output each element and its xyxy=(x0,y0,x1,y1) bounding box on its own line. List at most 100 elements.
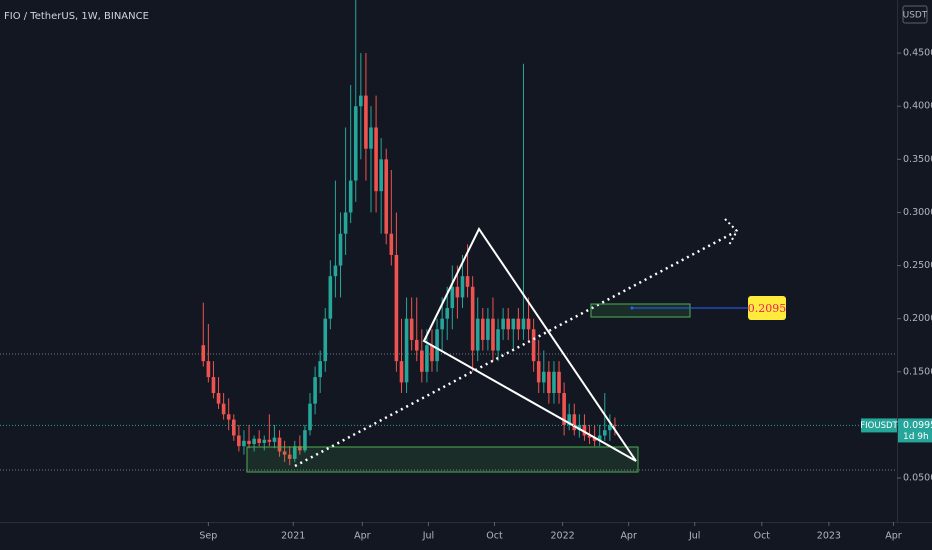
candle-body xyxy=(602,430,607,436)
candle-body xyxy=(440,318,444,330)
candle-body xyxy=(333,265,338,277)
candle-body xyxy=(531,329,536,362)
candle-body xyxy=(226,414,231,420)
candle-body xyxy=(313,377,317,404)
candle-body xyxy=(445,308,450,319)
candle-body xyxy=(231,419,236,436)
candle-body xyxy=(455,286,460,298)
candle-body xyxy=(577,424,582,431)
candle-body xyxy=(414,339,419,351)
countdown-label: 1d 9h xyxy=(903,432,929,442)
candle-body xyxy=(465,276,470,287)
x-tick-label: Apr xyxy=(620,531,637,542)
candle-body xyxy=(404,318,409,383)
candle-body xyxy=(582,424,587,436)
candle-body xyxy=(237,435,241,447)
candle-body xyxy=(216,393,221,404)
candle-body xyxy=(338,233,343,266)
candle-body xyxy=(353,106,358,181)
candle-body xyxy=(389,233,394,255)
candle-body xyxy=(303,430,307,451)
candle-body xyxy=(496,329,500,351)
candle-body xyxy=(287,454,292,459)
candle-body xyxy=(572,414,577,431)
candle-body xyxy=(425,345,429,372)
candle-body xyxy=(420,350,424,372)
x-tick-label: 2021 xyxy=(281,531,305,542)
candle-body xyxy=(262,439,267,443)
candle-body xyxy=(481,318,485,340)
candle-body xyxy=(247,440,251,445)
candle-body xyxy=(359,95,363,107)
candle-body xyxy=(252,438,256,445)
candle-body xyxy=(435,329,439,362)
candle-body xyxy=(318,361,322,378)
currency-label: USDT xyxy=(903,11,928,21)
callout-box xyxy=(748,296,786,320)
x-tick-label: Apr xyxy=(354,531,371,542)
candle-body xyxy=(348,180,353,213)
x-tick-label: Oct xyxy=(486,531,503,542)
currency-box xyxy=(902,5,928,24)
trend-line xyxy=(294,230,736,468)
x-tick-label: Apr xyxy=(885,531,902,542)
candle-body xyxy=(267,439,272,442)
candle-body xyxy=(379,159,383,192)
candle-body xyxy=(547,371,551,394)
symbol-badge xyxy=(861,418,897,433)
callout-dot xyxy=(630,306,634,310)
chart-title: FIO / TetherUS, 1W, BINANCE xyxy=(4,11,149,22)
candle-body xyxy=(409,318,414,340)
candle-body xyxy=(491,318,495,351)
candle-body xyxy=(526,318,531,330)
candle-body xyxy=(211,377,216,394)
arrow-head xyxy=(724,218,739,246)
symbol-label: FIOUSDT xyxy=(860,421,898,431)
candle-body xyxy=(506,318,511,330)
candle-body xyxy=(242,440,246,447)
candle-body xyxy=(516,318,521,330)
x-tick-label: Jul xyxy=(422,531,434,542)
x-tick-label: 2022 xyxy=(551,531,575,542)
candle-body xyxy=(608,424,612,431)
triangle-drawing xyxy=(422,227,637,462)
candle-body xyxy=(501,318,505,330)
candle-body xyxy=(394,254,399,362)
candle-body xyxy=(470,286,475,351)
candle-body xyxy=(597,435,602,441)
target-zone xyxy=(590,303,691,318)
candle-body xyxy=(272,437,277,442)
callout-label: 0.2095 xyxy=(748,302,787,315)
candle-body xyxy=(369,127,373,149)
x-tick-label: Jul xyxy=(688,531,700,542)
candle-body xyxy=(308,403,312,431)
candle-body xyxy=(552,371,556,394)
candle-body xyxy=(298,446,302,451)
support-zone xyxy=(246,446,639,473)
candle-body xyxy=(206,361,211,378)
candle-body xyxy=(475,318,480,351)
candle-body xyxy=(399,361,404,383)
candle-body xyxy=(282,451,287,455)
candle-body xyxy=(221,403,226,415)
candle-body xyxy=(257,438,261,443)
candle-body xyxy=(541,371,546,383)
candle-body xyxy=(323,318,328,362)
candle-body xyxy=(562,393,566,425)
last-price-label: 0.0995 xyxy=(903,420,932,431)
candle-body xyxy=(374,127,378,192)
x-tick-label: 2023 xyxy=(817,531,841,542)
candle-body xyxy=(511,318,516,330)
candle-body xyxy=(277,437,282,452)
candle-body xyxy=(328,276,333,319)
candle-body xyxy=(384,159,389,234)
